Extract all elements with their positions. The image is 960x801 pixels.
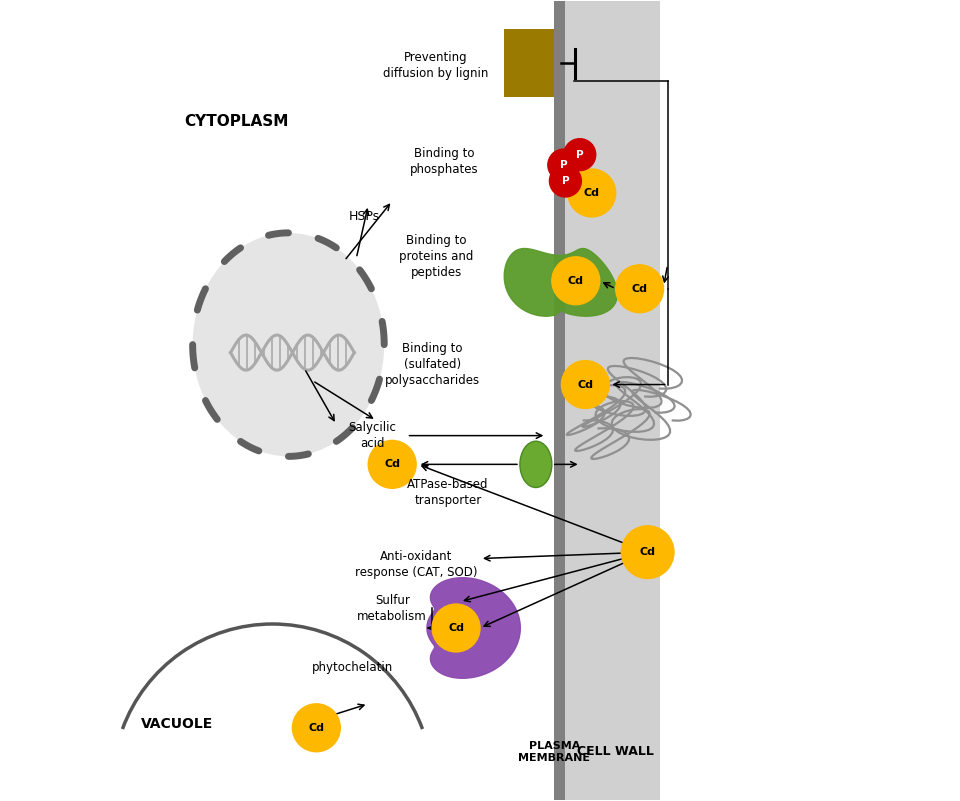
Text: Anti-oxidant
response (CAT, SOD): Anti-oxidant response (CAT, SOD) <box>355 549 477 578</box>
Bar <box>564 2 660 799</box>
Circle shape <box>549 165 582 197</box>
Text: Preventing
diffusion by lignin: Preventing diffusion by lignin <box>383 50 489 80</box>
Ellipse shape <box>520 441 552 488</box>
Text: Cd: Cd <box>567 276 584 286</box>
Circle shape <box>293 704 340 751</box>
Text: VACUOLE: VACUOLE <box>140 717 213 731</box>
Text: Binding to
proteins and
peptides: Binding to proteins and peptides <box>399 235 473 280</box>
Text: P: P <box>562 176 569 186</box>
Text: P: P <box>560 160 567 170</box>
Text: Cd: Cd <box>308 723 324 733</box>
Ellipse shape <box>193 233 384 457</box>
Text: Cd: Cd <box>448 623 464 633</box>
Circle shape <box>621 525 674 578</box>
Text: ATPase-based
transporter: ATPase-based transporter <box>407 477 489 507</box>
Circle shape <box>567 169 615 217</box>
Circle shape <box>432 604 480 652</box>
Text: Binding to
(sulfated)
polysaccharides: Binding to (sulfated) polysaccharides <box>385 342 480 387</box>
Circle shape <box>564 139 596 171</box>
Text: Sulfur
metabolism: Sulfur metabolism <box>357 594 427 622</box>
Text: P: P <box>576 150 584 159</box>
Circle shape <box>548 149 580 181</box>
Circle shape <box>615 265 663 312</box>
Text: Cd: Cd <box>632 284 648 294</box>
Bar <box>554 2 564 799</box>
Text: Cd: Cd <box>384 459 400 469</box>
Text: CYTOPLASM: CYTOPLASM <box>184 114 289 129</box>
Text: Salycilic
acid: Salycilic acid <box>348 421 396 450</box>
Polygon shape <box>427 578 520 678</box>
Bar <box>504 30 554 97</box>
Text: Cd: Cd <box>577 380 593 389</box>
Circle shape <box>562 360 610 409</box>
Text: HSPs: HSPs <box>348 211 380 223</box>
Polygon shape <box>504 248 617 316</box>
Text: phytochelatin: phytochelatin <box>312 662 393 674</box>
Circle shape <box>369 441 416 489</box>
Text: Cd: Cd <box>584 188 600 198</box>
Text: Cd: Cd <box>639 547 656 557</box>
Text: PLASMA
MEMBRANE: PLASMA MEMBRANE <box>518 740 590 763</box>
Circle shape <box>552 257 600 304</box>
Text: Binding to
phosphates: Binding to phosphates <box>410 147 478 175</box>
Text: CELL WALL: CELL WALL <box>577 745 654 759</box>
